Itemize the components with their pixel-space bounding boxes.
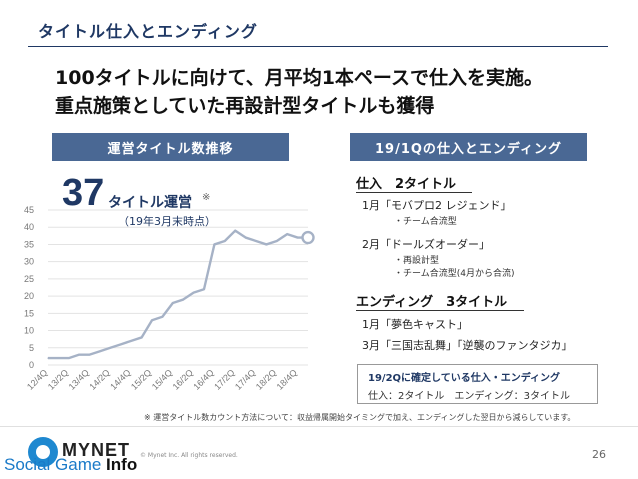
y-tick-label: 0 xyxy=(29,360,34,370)
data-point xyxy=(172,302,174,304)
data-point xyxy=(89,354,91,356)
series-line xyxy=(48,229,308,360)
x-tick-label: 15/4Q xyxy=(150,367,174,391)
current-title-count: 37 xyxy=(62,172,105,214)
data-point xyxy=(265,243,267,246)
data-point xyxy=(130,340,132,342)
current-title-asof: （19年3月末時点） xyxy=(118,215,216,228)
data-point xyxy=(47,357,49,359)
x-tick-label: 16/2Q xyxy=(171,367,195,391)
y-tick-label: 40 xyxy=(24,222,34,232)
chart-y-ticks: 0 5 10 15 20 25 30 35 40 45 xyxy=(24,205,34,370)
footnote: ※ 運営タイトル数カウント方法について：収益帰属開始タイミングで加え、エンディン… xyxy=(144,413,576,422)
acquire-heading: 仕入 2タイトル xyxy=(356,177,457,192)
watermark-part-a: Social Game xyxy=(4,455,102,474)
ending-item-1: 1月「夢色キャスト」 xyxy=(362,318,468,331)
acquire-item-2: 2月「ドールズオーダー」 xyxy=(362,238,490,251)
chart-x-ticks: 12/4Q13/2Q13/4Q14/2Q14/4Q15/2Q15/4Q16/2Q… xyxy=(25,367,299,391)
ending-heading: エンディング 3タイトル xyxy=(356,295,508,310)
x-tick-label: 17/2Q xyxy=(212,367,236,391)
acquire-item-2-note-2: ・チーム合流型(4月から合流) xyxy=(394,269,515,279)
x-tick-label: 14/4Q xyxy=(108,367,132,391)
quarter-summary-band: 19/1Qの仕入とエンディング xyxy=(350,133,587,161)
data-point xyxy=(276,240,278,242)
data-point xyxy=(297,236,299,239)
x-tick-label: 13/4Q xyxy=(67,367,91,391)
page-number: 26 xyxy=(592,448,606,461)
x-tick-label: 18/2Q xyxy=(254,367,278,391)
slide-title: タイトル仕入とエンディング xyxy=(38,22,258,41)
headline: 100タイトルに向けて、月平均1本ペースで仕入を実施。 重点施策としていた再設計… xyxy=(55,64,543,120)
data-point xyxy=(255,240,257,242)
ending-item-2: 3月「三国志乱舞」「逆襲のファンタジカ」 xyxy=(362,339,573,352)
watermark-part-b: Info xyxy=(101,455,138,474)
confirmed-2q-box: 19/2Qに確定している仕入・エンディング 仕入：2タイトル エンディング：3タ… xyxy=(357,364,598,404)
data-point xyxy=(234,230,236,232)
x-tick-label: 12/4Q xyxy=(25,367,49,391)
x-tick-label: 16/4Q xyxy=(191,367,215,391)
y-tick-label: 20 xyxy=(24,291,34,301)
data-point xyxy=(203,288,205,290)
acquire-item-1-note: ・チーム合流型 xyxy=(394,217,457,227)
confirmed-2q-title: 19/2Qに確定している仕入・エンディング xyxy=(368,373,561,384)
y-tick-label: 30 xyxy=(24,257,34,267)
y-tick-label: 15 xyxy=(24,308,34,318)
confirmed-2q-text: 仕入：2タイトル エンディング：3タイトル xyxy=(368,391,571,402)
data-point xyxy=(141,336,143,339)
mynet-logo-icon xyxy=(28,437,58,467)
headline-line-1: 100タイトルに向けて、月平均1本ペースで仕入を実施。 xyxy=(55,67,543,89)
current-title-note-mark: ※ xyxy=(202,192,211,203)
acquire-item-1: 1月「モバプロ2 レジェンド」 xyxy=(362,199,512,212)
mynet-logo-text: MYNET xyxy=(62,440,130,460)
data-point xyxy=(286,233,288,235)
title-divider xyxy=(28,46,608,47)
x-tick-label: 14/2Q xyxy=(87,367,111,391)
chart-series xyxy=(47,229,315,360)
current-title-label: タイトル運営 xyxy=(108,195,192,211)
data-point xyxy=(57,357,60,359)
data-point xyxy=(245,236,247,239)
data-point xyxy=(109,347,111,349)
data-point xyxy=(78,354,80,356)
acquire-heading-rule xyxy=(356,192,472,193)
data-point xyxy=(193,292,195,294)
x-tick-label: 17/4Q xyxy=(233,367,257,391)
data-point xyxy=(99,350,101,352)
data-point xyxy=(182,298,184,301)
ending-heading-rule xyxy=(356,310,524,311)
data-point xyxy=(224,240,226,242)
latest-point-marker xyxy=(301,230,315,245)
x-tick-label: 18/4Q xyxy=(275,367,299,391)
data-point xyxy=(120,343,122,345)
headline-line-2: 重点施策としていた再設計型タイトルも獲得 xyxy=(55,95,435,117)
data-point xyxy=(161,316,163,318)
y-tick-label: 45 xyxy=(24,205,34,215)
data-point xyxy=(68,357,70,359)
data-point xyxy=(151,319,153,321)
titles-trend-band: 運営タイトル数推移 xyxy=(52,133,289,161)
y-tick-label: 10 xyxy=(24,326,34,336)
y-tick-label: 35 xyxy=(24,239,34,249)
acquire-item-2-note-1: ・再設計型 xyxy=(394,256,440,266)
footer-divider xyxy=(0,426,638,427)
watermark-logo: Social Game Info xyxy=(4,455,137,475)
data-point xyxy=(213,243,215,246)
x-tick-label: 15/2Q xyxy=(129,367,153,391)
x-tick-label: 13/2Q xyxy=(46,367,70,391)
y-tick-label: 25 xyxy=(24,274,34,284)
copyright: © Mynet Inc. All rights reserved. xyxy=(140,452,238,459)
chart-grid xyxy=(48,209,308,366)
y-tick-label: 5 xyxy=(29,343,34,353)
